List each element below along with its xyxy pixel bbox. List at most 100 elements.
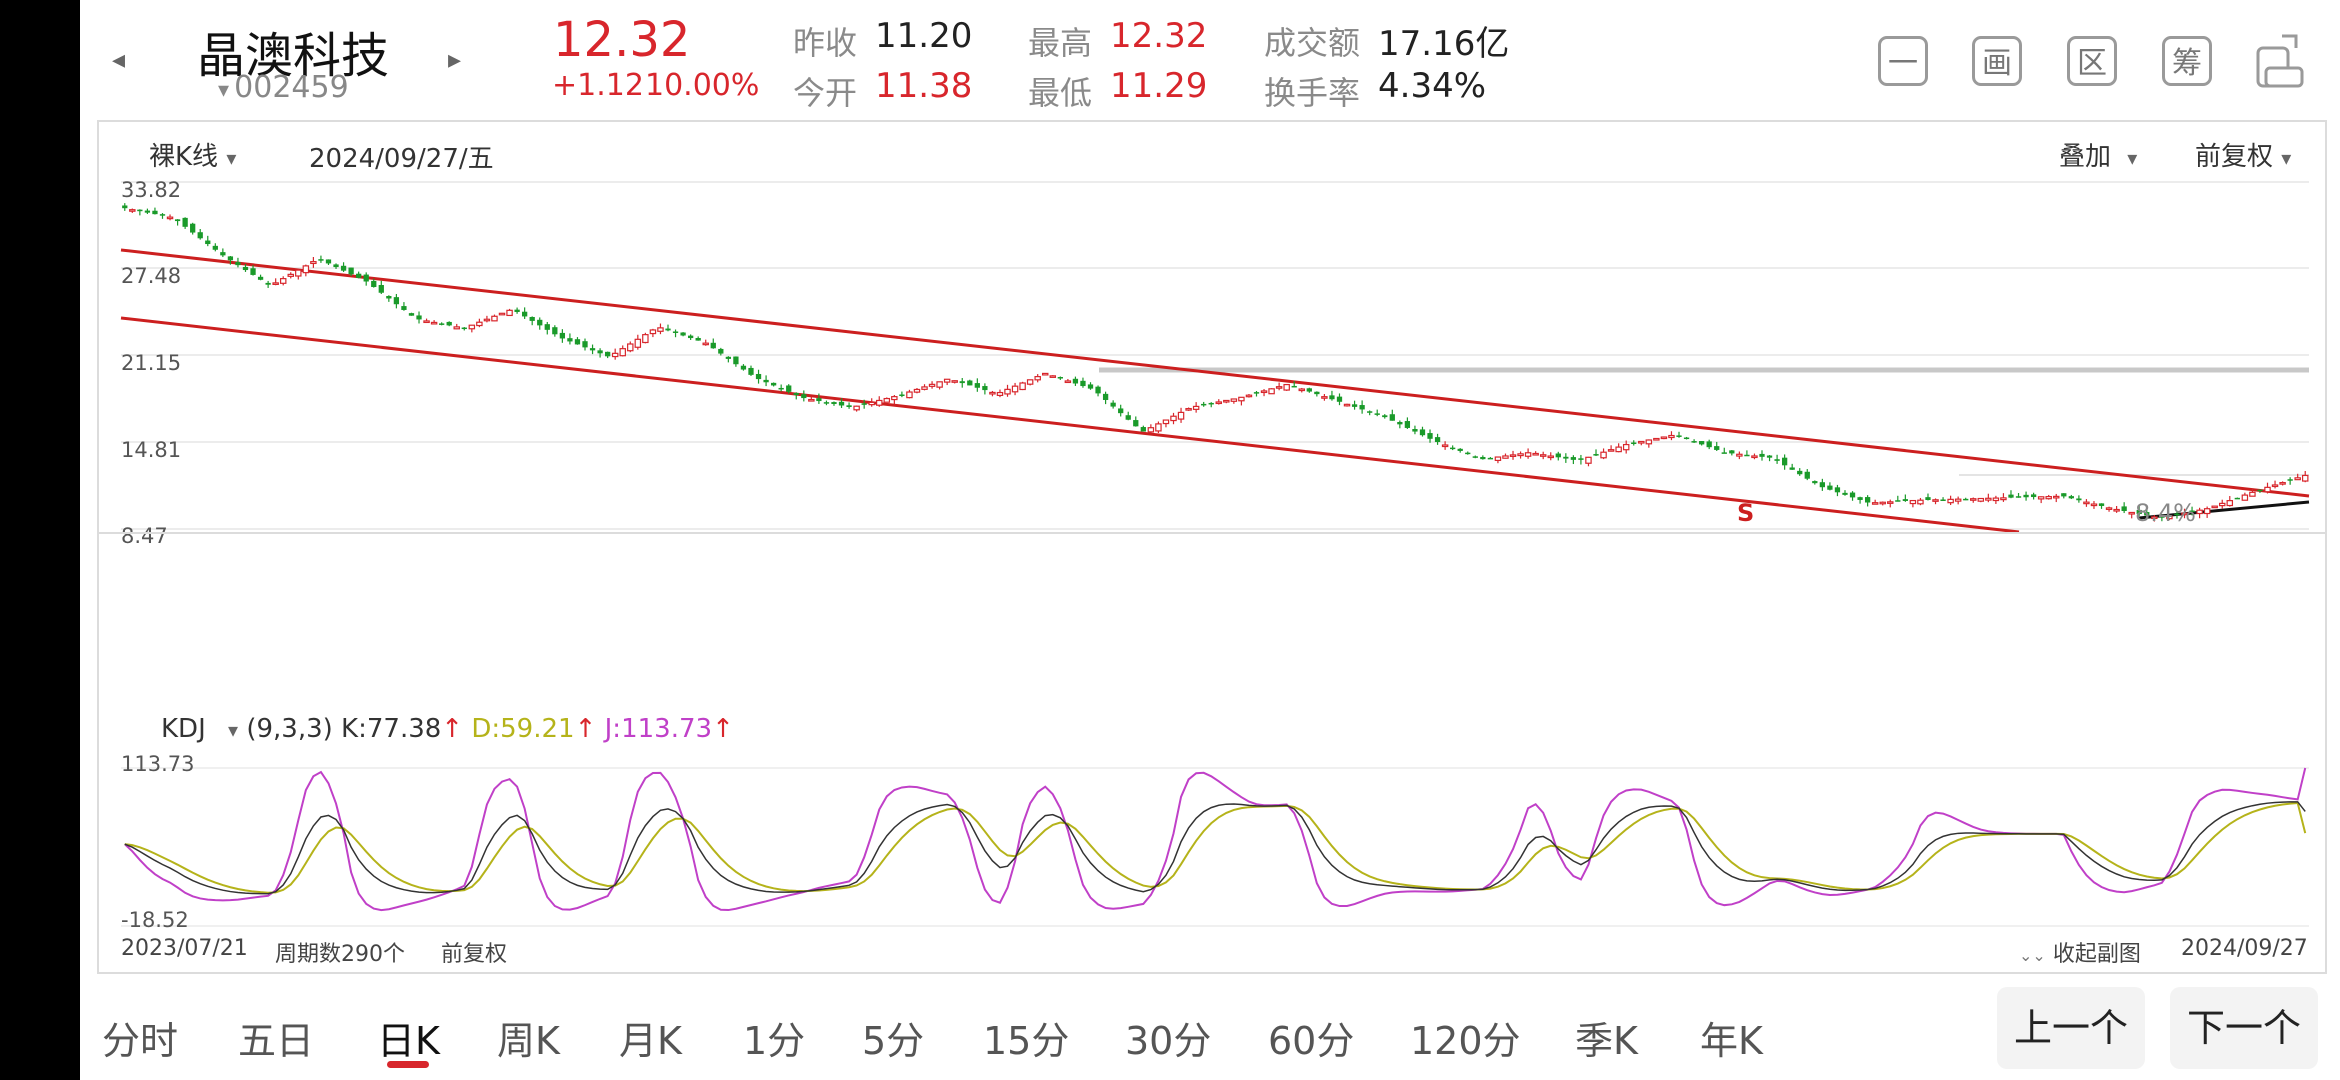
stock-code-selector[interactable]: ▾ 002459 xyxy=(218,70,349,105)
j-line xyxy=(124,767,2307,912)
stat-label: 成交额 xyxy=(1264,24,1361,62)
candle-body xyxy=(2030,494,2037,498)
candle-body xyxy=(2301,474,2309,482)
candle-body xyxy=(401,306,407,310)
upper-channel-line xyxy=(120,248,2310,498)
candle-body xyxy=(2181,512,2188,516)
candle-body xyxy=(748,367,754,375)
candle-body xyxy=(1902,499,1908,501)
candle-body xyxy=(272,282,279,285)
candle-body xyxy=(506,309,513,317)
candle-body xyxy=(982,386,988,391)
candle-body xyxy=(1472,456,1478,458)
candle-body xyxy=(763,379,769,383)
y-tick-label: 27.48 xyxy=(121,264,182,288)
candle-body xyxy=(770,382,777,386)
candle-body xyxy=(1668,434,1675,439)
tab-5min[interactable]: 5分 xyxy=(862,1019,925,1063)
next-stock-arrow-icon[interactable]: ▸ xyxy=(448,45,462,75)
candle-body xyxy=(1019,382,1026,391)
candle-body xyxy=(2128,511,2135,515)
candle-body xyxy=(1336,396,1343,402)
chevron-down-icon: ▾ xyxy=(218,78,230,103)
candle-body xyxy=(166,216,174,220)
tab-five-day[interactable]: 五日 xyxy=(238,1019,315,1063)
candle-body xyxy=(1622,443,1630,451)
candle-body xyxy=(1600,451,1607,459)
tab-60min[interactable]: 60分 xyxy=(1268,1019,1355,1063)
candle-body xyxy=(2083,501,2090,505)
k-value: 77.38 xyxy=(366,714,442,744)
candle-body xyxy=(174,219,181,222)
tab-quarterly-k[interactable]: 季K xyxy=(1575,1019,1638,1063)
candle-body xyxy=(1208,402,1214,405)
chip-distribution-button[interactable]: 筹 xyxy=(2162,36,2212,86)
next-stock-button[interactable]: 下一个 xyxy=(2170,987,2318,1069)
tab-30min[interactable]: 30分 xyxy=(1125,1019,1212,1063)
candle-body xyxy=(1133,420,1139,427)
kdj-plot[interactable] xyxy=(99,756,2325,938)
candle-body xyxy=(1110,402,1116,407)
tab-weekly-k[interactable]: 周K xyxy=(497,1019,560,1063)
candle-body xyxy=(1871,502,1879,505)
collapse-subchart-button[interactable]: ⌄⌄ 收起副图 xyxy=(2019,936,2141,968)
adjust-selector[interactable]: 前复权 ▾ xyxy=(2195,136,2291,173)
tab-intraday[interactable]: 分时 xyxy=(102,1019,179,1063)
stock-code: 002459 xyxy=(234,70,349,105)
candle-body xyxy=(333,264,339,268)
tab-120min[interactable]: 120分 xyxy=(1410,1019,1521,1063)
tab-daily-k[interactable]: 日K xyxy=(377,1019,440,1063)
kline-chart-panel[interactable]: 裸K线 ▾ 2024/09/27/五 叠加 ▾ 前复权 ▾ S 8.4% 33.… xyxy=(97,120,2327,974)
candle-body xyxy=(627,343,634,352)
candle-body xyxy=(755,373,762,380)
end-date: 2024/09/27 xyxy=(2181,936,2308,961)
candle-body xyxy=(1389,414,1395,421)
line-tool-button[interactable]: 一 xyxy=(1878,36,1928,86)
candle-body xyxy=(1857,497,1863,500)
tab-monthly-k[interactable]: 月K xyxy=(619,1019,682,1063)
candle-body xyxy=(1253,392,1260,394)
candle-body xyxy=(446,321,452,326)
price-plot[interactable]: S 8.4% xyxy=(99,180,2325,532)
draw-tool-button[interactable]: 画 xyxy=(1972,36,2022,86)
chart-date: 2024/09/27/五 xyxy=(309,144,494,174)
stock-name: 晶澳科技 xyxy=(197,28,390,84)
candle-body xyxy=(1607,449,1615,452)
candle-body xyxy=(1260,390,1268,394)
candle-body xyxy=(182,217,188,227)
y-tick-label: 21.15 xyxy=(121,351,182,375)
candle-body xyxy=(1940,499,1946,501)
candle-body xyxy=(1095,386,1101,394)
candle-body xyxy=(1517,453,1524,457)
candle-body xyxy=(537,319,543,326)
kdj-name: KDJ xyxy=(161,714,206,744)
candle-body xyxy=(129,209,136,212)
tab-1min[interactable]: 1分 xyxy=(743,1019,806,1063)
previous-stock-button[interactable]: 上一个 xyxy=(1997,987,2145,1069)
candle-body xyxy=(1064,380,1072,384)
candle-body xyxy=(1887,501,1894,504)
overlay-selector[interactable]: 叠加 ▾ xyxy=(2059,136,2137,173)
kdj-legend[interactable]: KDJ ▾ (9,3,3) K:77.38↑ D:59.21↑ J:113.73… xyxy=(161,714,734,744)
candle-body xyxy=(1774,459,1780,461)
tab-15min[interactable]: 15分 xyxy=(983,1019,1070,1063)
device-left-bezel xyxy=(0,0,80,1080)
tab-yearly-k[interactable]: 年K xyxy=(1700,1019,1763,1063)
candle-body xyxy=(190,223,196,233)
chart-type-selector[interactable]: 裸K线 ▾ xyxy=(149,136,236,173)
candle-body xyxy=(718,348,724,354)
candle-body xyxy=(1306,388,1312,392)
candle-body xyxy=(416,315,422,320)
candle-body xyxy=(197,232,203,239)
range-tool-button[interactable]: 区 xyxy=(2067,36,2117,86)
candle-body xyxy=(1215,401,1223,405)
prev-stock-arrow-icon[interactable]: ◂ xyxy=(112,45,126,75)
candle-body xyxy=(1502,455,1509,459)
start-date: 2023/07/21 xyxy=(121,936,248,961)
candle-body xyxy=(582,341,588,348)
landscape-icon[interactable] xyxy=(2252,30,2308,90)
stat-label: 最高 xyxy=(1028,24,1093,62)
candle-body xyxy=(498,312,506,316)
candle-body xyxy=(823,402,830,404)
candle-body xyxy=(1653,437,1660,441)
